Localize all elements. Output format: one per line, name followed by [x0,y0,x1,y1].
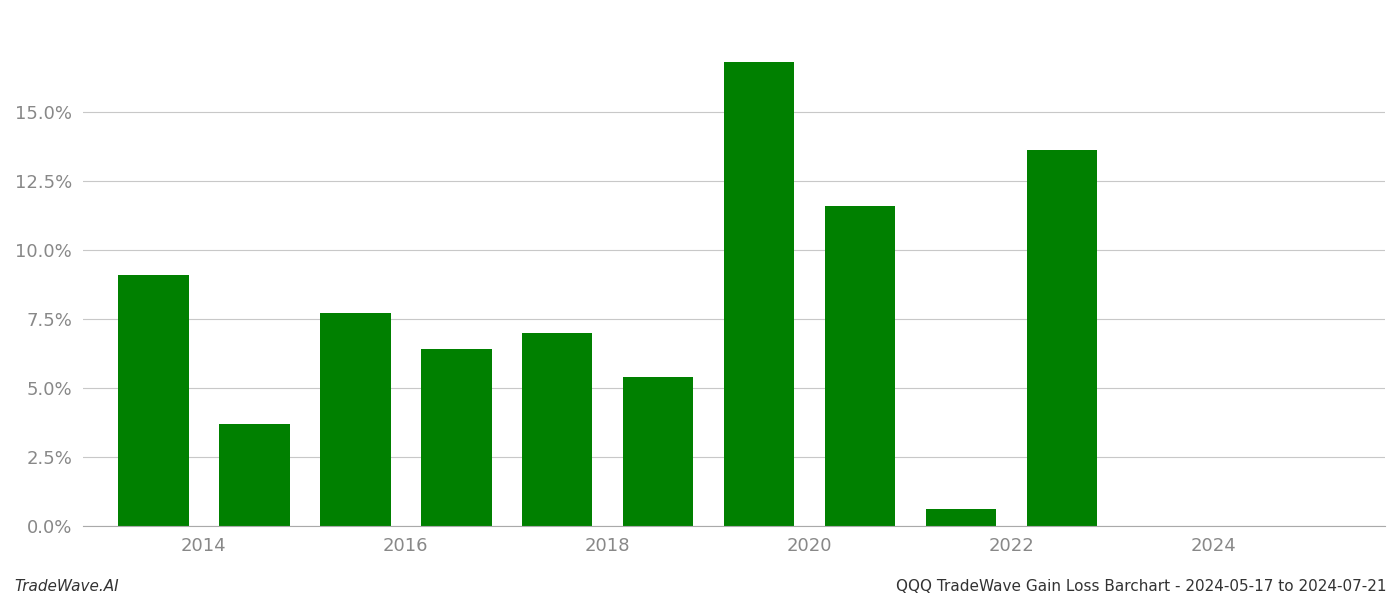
Bar [118,275,189,526]
Bar [623,377,693,526]
Bar [421,349,491,526]
Bar [218,424,290,526]
Bar [1026,151,1098,526]
Bar [321,313,391,526]
Text: TradeWave.AI: TradeWave.AI [14,579,119,594]
Bar [724,62,794,526]
Bar [925,509,997,526]
Bar [825,206,896,526]
Text: QQQ TradeWave Gain Loss Barchart - 2024-05-17 to 2024-07-21: QQQ TradeWave Gain Loss Barchart - 2024-… [896,579,1386,594]
Bar [522,332,592,526]
